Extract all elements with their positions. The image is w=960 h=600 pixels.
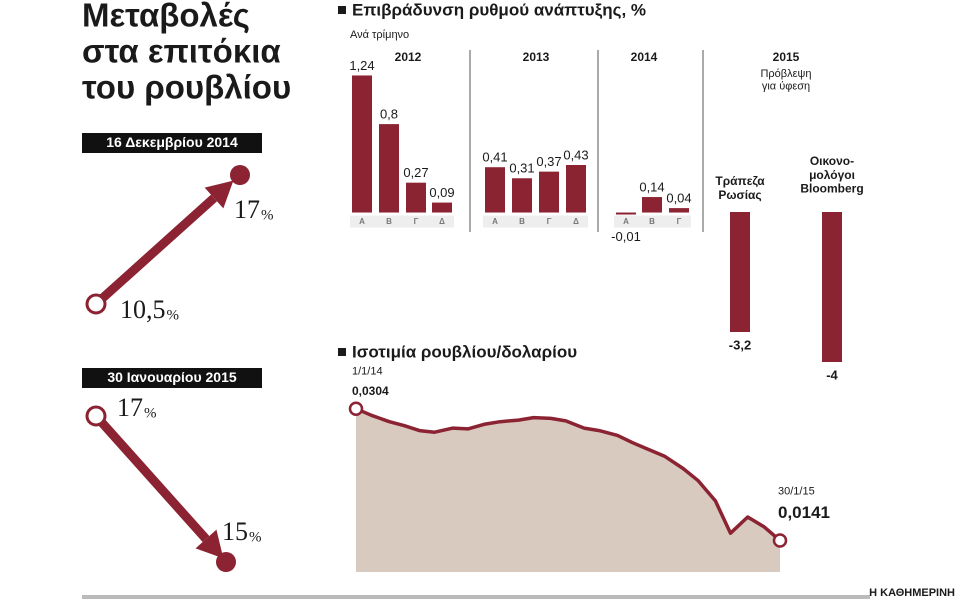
quarter-label: Α [359, 217, 365, 226]
value-label: -0,01 [611, 229, 641, 244]
footer-brand: Η ΚΑΘΗΜΕΡΙΝΗ [869, 587, 955, 599]
year-label: 2013 [523, 50, 550, 64]
bar [406, 182, 426, 213]
endpoint-value: 0,0141 [778, 503, 830, 522]
arrow-shaft [92, 194, 218, 308]
quarter-label: Β [386, 217, 392, 226]
value-label: 0,27 [403, 165, 428, 180]
bar [642, 197, 662, 213]
value-label: 0,37 [536, 154, 561, 169]
endpoint [772, 533, 788, 548]
value-label: 0,41 [482, 150, 507, 165]
forecast-note: Πρόβλεψη για ύφεση [760, 68, 811, 93]
year-label: 2012 [395, 50, 422, 64]
arrow-head [204, 180, 234, 209]
bar [669, 208, 689, 213]
rate-unit: % [144, 405, 157, 421]
year-label: 2014 [631, 50, 658, 64]
rate-to [216, 552, 236, 572]
date-label: 30/1/15 [778, 485, 815, 497]
forecast-bar [822, 212, 842, 362]
title-line: του ρουβλίου [82, 69, 291, 106]
chart-subtitle: Ανά τρίμηνο [350, 29, 409, 41]
bar [432, 202, 452, 213]
bullet [338, 348, 346, 356]
rate-unit: % [261, 207, 274, 223]
arrow-head [195, 529, 224, 559]
rate-label: 17 [117, 393, 143, 422]
date-bar [82, 368, 262, 388]
bullet [338, 6, 346, 14]
title-line: στα επιτόκια [82, 33, 281, 70]
forecast-bar [730, 212, 750, 332]
bar [539, 171, 559, 213]
bar [616, 212, 636, 215]
rate-label: 10,5 [120, 295, 166, 324]
rate-from [85, 293, 107, 315]
quarter-label: Β [519, 217, 525, 226]
value-label: 0,8 [380, 107, 398, 122]
bar [379, 124, 399, 213]
forecast-value: -3,2 [729, 337, 751, 352]
date-label: 30 Ιανουαρίου 2015 [107, 369, 237, 385]
bar [485, 167, 505, 213]
arrow-shaft [92, 413, 210, 542]
value-label: 0,09 [429, 185, 454, 200]
line [355, 407, 782, 542]
quarter-label: Γ [547, 217, 552, 226]
forecast-value: -4 [826, 367, 838, 382]
quarter-label: Β [649, 217, 655, 226]
date-label: 16 Δεκεμβρίου 2014 [106, 134, 238, 150]
quarter-strip [483, 215, 588, 228]
rate-unit: % [249, 529, 262, 545]
rate-unit: % [167, 307, 180, 323]
quarter-label: Δ [439, 217, 445, 226]
area [356, 408, 780, 572]
quarter-strip [350, 215, 454, 228]
value-label: 1,24 [349, 58, 374, 73]
endpoint-value: 0,0304 [352, 384, 389, 398]
value-label: 0,43 [563, 147, 588, 162]
quarter-strip [614, 215, 691, 228]
value-label: 0,31 [509, 161, 534, 176]
quarter-label: Γ [677, 217, 682, 226]
forecast-category: Τράπεζα Ρωσίας [715, 174, 765, 202]
quarter-label: Α [492, 217, 498, 226]
year-label: 2015 [773, 50, 800, 64]
title-line: Μεταβολές [82, 0, 250, 34]
rate-label: 17 [234, 195, 260, 224]
chart-title: Ισοτιμία ρουβλίου/δολαρίου [352, 342, 577, 361]
quarter-label: Δ [573, 217, 579, 226]
rate-to [230, 165, 250, 185]
bar [512, 178, 532, 213]
date-label: 1/1/14 [352, 366, 383, 378]
rate-from [85, 405, 107, 427]
rate-label: 15 [222, 517, 248, 546]
value-label: 0,04 [666, 191, 691, 206]
date-bar [82, 133, 262, 153]
bar [566, 165, 586, 213]
forecast-category: Οικονο-μολόγοι Bloomberg [800, 154, 863, 196]
value-label: 0,14 [639, 179, 664, 194]
chart-title: Επιβράδυνση ρυθμού ανάπτυξης, % [352, 0, 646, 19]
bar [352, 75, 372, 213]
quarter-label: Γ [414, 217, 419, 226]
quarter-label: Α [623, 217, 629, 226]
endpoint [348, 401, 364, 416]
